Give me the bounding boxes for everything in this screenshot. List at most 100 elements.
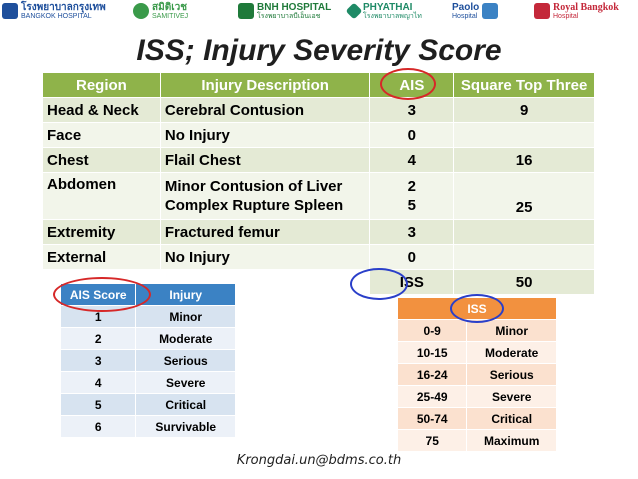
- page-title: ISS; Injury Severity Score: [136, 34, 502, 67]
- severity-cell: Serious: [466, 363, 557, 386]
- logo-line2: SAMITIVEJ: [152, 12, 189, 20]
- table-row: 2 Moderate: [59, 327, 236, 350]
- iss-range-cell: 50-74: [396, 407, 468, 430]
- iss-range-cell: 10-15: [396, 341, 468, 364]
- injury-cell: Severe: [135, 371, 236, 394]
- iss-total-value: 50: [453, 269, 595, 295]
- region-cell: Abdomen: [42, 172, 161, 220]
- table-row: Extremity Fractured femur 3: [42, 219, 595, 245]
- table-row: 6 Survivable: [59, 415, 236, 438]
- header-injury-description: Injury Description: [159, 72, 371, 98]
- ais-score-cell: 6: [59, 415, 137, 438]
- iss-range-cell: 25-49: [396, 385, 468, 408]
- royal-bangkok-logo: Royal Bangkok Hospital: [534, 0, 619, 22]
- square-cell: [453, 244, 595, 270]
- logo-line1: Royal Bangkok: [553, 1, 619, 13]
- ais-cell: 0: [369, 244, 455, 270]
- contact-email: Krongdai.un@bdms.co.th: [236, 453, 402, 468]
- table-header-row: Region Injury Description AIS Square Top…: [42, 72, 595, 98]
- header-ais-score: AIS Score: [59, 283, 137, 306]
- ais-line: 5: [407, 197, 417, 214]
- table-row: 5 Critical: [59, 393, 236, 416]
- table-row: 3 Serious: [59, 349, 236, 372]
- severity-cell: Maximum: [466, 429, 557, 452]
- table-row: 16-24 Serious: [396, 363, 557, 386]
- logo-line2: โรงพยาบาลพญาไท: [363, 12, 422, 20]
- logo-line1: โรงพยาบาลกรุงเทพ: [21, 1, 106, 13]
- square-cell: 25: [453, 172, 595, 220]
- table-row: Chest Flail Chest 4 16: [42, 147, 595, 173]
- logo-line1: PHYATHAI: [363, 1, 413, 13]
- samitivej-logo: สมิติเวช SAMITIVEJ: [133, 0, 188, 22]
- ais-line: 2: [407, 178, 417, 195]
- severity-cell: Severe: [466, 385, 557, 408]
- logo-line1: Paolo: [452, 1, 480, 13]
- bnh-icon: [238, 3, 254, 19]
- iss-range-cell: 16-24: [396, 363, 468, 386]
- paolo-hospital-logo: Paolo Hospital: [452, 0, 499, 22]
- table-row: 25-49 Severe: [396, 385, 557, 408]
- header-region: Region: [42, 72, 161, 98]
- description-line: Minor Contusion of Liver: [164, 178, 343, 195]
- region-cell: Face: [42, 122, 161, 148]
- severity-cell: Minor: [466, 319, 557, 342]
- iss-severity-table: ISS 0-9 Minor 10-15 Moderate 16-24 Serious …: [396, 297, 557, 452]
- ais-header-row: AIS Score Injury: [59, 283, 236, 306]
- region-cell: Extremity: [42, 219, 161, 245]
- region-cell: Chest: [42, 147, 161, 173]
- iss-range-cell: 0-9: [396, 319, 468, 342]
- injury-cell: Survivable: [135, 415, 236, 438]
- header-ais: AIS: [369, 72, 455, 98]
- description-cell: No Injury: [159, 244, 371, 270]
- ais-score-cell: 2: [59, 327, 137, 350]
- bnh-hospital-logo: BNH HOSPITAL โรงพยาบาลบีเอ็นเอช: [238, 0, 331, 22]
- bangkok-hospital-icon: [2, 3, 18, 19]
- injury-cell: Moderate: [135, 327, 236, 350]
- table-row: 0-9 Minor: [396, 319, 557, 342]
- iss-total-label: ISS: [369, 269, 455, 295]
- injury-cell: Critical: [135, 393, 236, 416]
- table-row: 4 Severe: [59, 371, 236, 394]
- ais-score-cell: 4: [59, 371, 137, 394]
- logo-line2: Hospital: [452, 12, 478, 20]
- bangkok-hospital-logo: โรงพยาบาลกรุงเทพ BANGKOK HOSPITAL: [2, 0, 106, 22]
- iss-header-row: ISS: [397, 297, 557, 320]
- iss-total-row: ISS 50: [43, 269, 595, 295]
- injury-table: Region Injury Description AIS Square Top…: [42, 72, 595, 295]
- description-cell: Flail Chest: [159, 147, 371, 173]
- description-cell: No Injury: [159, 122, 371, 148]
- logo-line2: โรงพยาบาลบีเอ็นเอช: [257, 12, 321, 20]
- paolo-cross-icon: [482, 3, 499, 19]
- description-line: Complex Rupture Spleen: [164, 197, 344, 214]
- injury-cell: Minor: [135, 305, 236, 328]
- logo-line1: สมิติเวช: [152, 1, 188, 13]
- square-cell: [453, 122, 595, 148]
- severity-cell: Critical: [466, 407, 557, 430]
- ais-score-table: AIS Score Injury 1 Minor 2 Moderate 3 Serio…: [59, 283, 236, 438]
- logo-line2: Hospital: [553, 12, 579, 20]
- ais-score-cell: 5: [59, 393, 137, 416]
- ais-score-cell: 3: [59, 349, 137, 372]
- table-row: Face No Injury 0: [42, 122, 595, 148]
- table-row: External No Injury 0: [42, 244, 595, 270]
- table-row: 75 Maximum: [396, 429, 557, 452]
- region-cell: External: [42, 244, 161, 270]
- phyathai-logo: PHYATHAI โรงพยาบาลพญาไท: [345, 0, 422, 22]
- table-row: 10-15 Moderate: [396, 341, 557, 364]
- header-injury: Injury: [135, 283, 236, 306]
- logo-bar: โรงพยาบาลกรุงเทพ BANGKOK HOSPITAL สมิติเ…: [0, 0, 638, 24]
- table-row: 50-74 Critical: [396, 407, 557, 430]
- samitivej-icon: [133, 3, 149, 19]
- ais-score-cell: 1: [59, 305, 137, 328]
- logo-line1: BNH HOSPITAL: [257, 1, 332, 13]
- square-cell: 9: [453, 97, 595, 123]
- square-cell: [453, 219, 595, 245]
- ais-cell: 2 5: [369, 172, 455, 220]
- region-cell: Head & Neck: [42, 97, 161, 123]
- table-row: Abdomen Minor Contusion of Liver Complex…: [42, 172, 595, 220]
- header-iss: ISS: [397, 297, 557, 320]
- iss-range-cell: 75: [396, 429, 468, 452]
- description-cell: Cerebral Contusion: [159, 97, 371, 123]
- square-cell: 16: [453, 147, 595, 173]
- ais-cell: 3: [369, 219, 455, 245]
